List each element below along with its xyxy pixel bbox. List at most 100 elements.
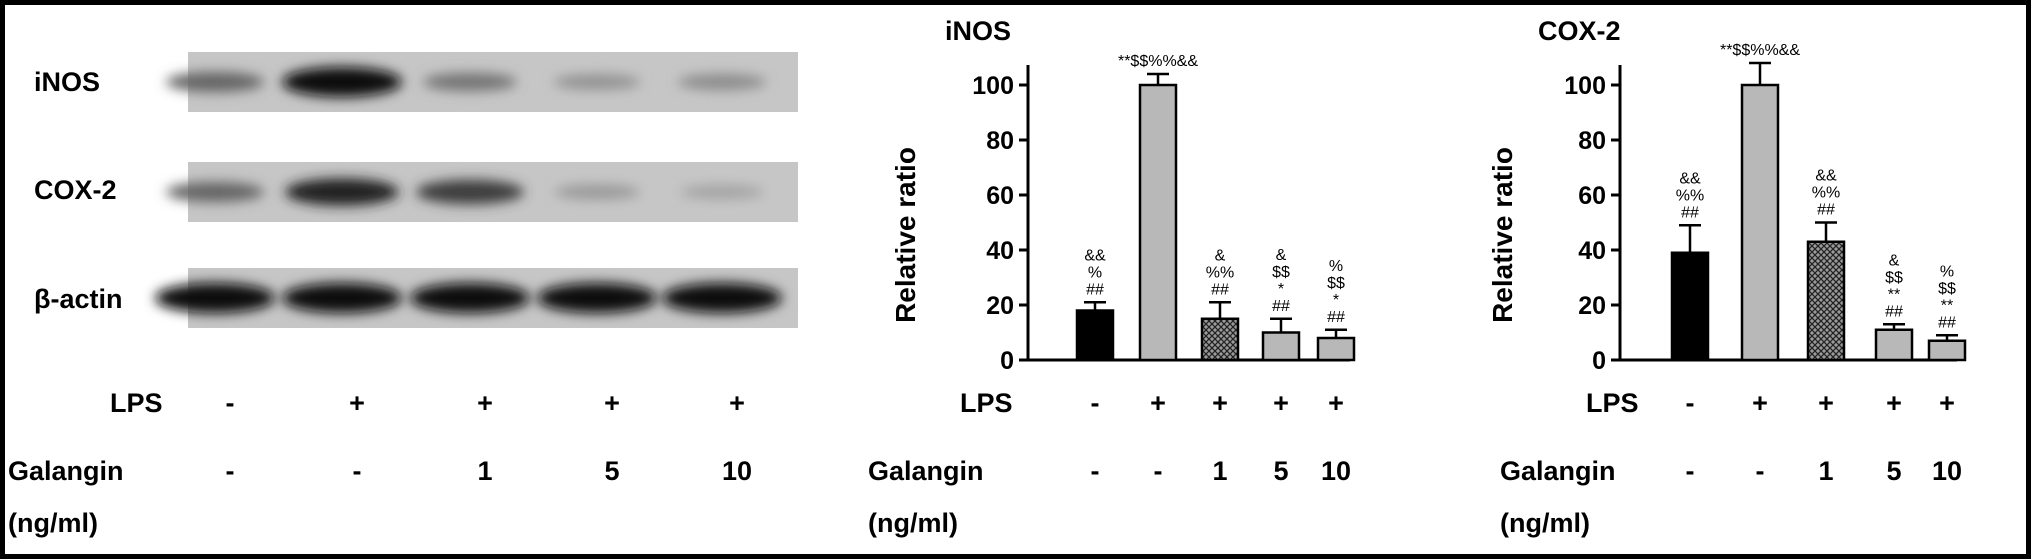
blot-strips xyxy=(155,52,798,328)
y-axis-title-cox2: Relative ratio xyxy=(1487,147,1518,323)
chart-title-cox2: COX-2 xyxy=(1538,16,1621,46)
significance-annotation: ** xyxy=(1888,286,1900,303)
blot-strip-beta-actin xyxy=(155,268,798,328)
figure-panel: iNOS COX-2 β-actin LPS - + + + + Galangin (n… xyxy=(5,5,2026,554)
y-tick-label: 100 xyxy=(1564,72,1606,100)
y-tick-label: 20 xyxy=(1578,292,1606,320)
galangin-value: 5 xyxy=(1886,456,1901,486)
cox2-bar-chart: COX-2 Relative ratio LPS Galangin (ng/ml… xyxy=(1487,16,1967,538)
significance-annotation: & xyxy=(1215,247,1226,264)
lps-sign: + xyxy=(1752,388,1768,418)
y-tick-label: 60 xyxy=(986,182,1014,210)
significance-annotation: **$$%%&& xyxy=(1118,53,1198,70)
blot-band-beta-actin-lane-3 xyxy=(410,283,530,313)
y-axis-title-inos: Relative ratio xyxy=(890,147,921,323)
blot-galangin-value: - xyxy=(353,456,362,486)
blot-galangin-value: 1 xyxy=(477,456,492,486)
lps-sign: + xyxy=(1818,388,1834,418)
significance-annotation: % xyxy=(1329,258,1343,275)
y-tick-label: 80 xyxy=(1578,127,1606,155)
western-blot-panel: iNOS COX-2 β-actin LPS - + + + + Galangin (n… xyxy=(8,52,798,538)
significance-annotation: ## xyxy=(1938,314,1956,331)
lps-label-inos: LPS xyxy=(960,388,1013,418)
galangin-value: 10 xyxy=(1932,456,1962,486)
galangin-label-inos: Galangin xyxy=(868,456,984,486)
inos-bar-chart: iNOS Relative ratio LPS Galangin (ng/ml)… xyxy=(868,16,1356,538)
y-tick-label: 40 xyxy=(986,237,1014,265)
blot-band-inos-lane-5 xyxy=(677,74,767,90)
significance-annotation: % xyxy=(1088,264,1102,281)
bar xyxy=(1874,328,1914,362)
significance-annotation: ## xyxy=(1681,204,1699,221)
significance-annotation: $$ xyxy=(1885,269,1903,286)
blot-band-cox2-lane-2 xyxy=(285,178,399,206)
significance-annotation: %% xyxy=(1812,185,1840,202)
galangin-label-cox2: Galangin xyxy=(1500,456,1616,486)
blot-galangin-unit: (ng/ml) xyxy=(8,508,98,538)
lps-sign: - xyxy=(1091,388,1100,418)
blot-lps-signs: - + + + + xyxy=(226,388,745,418)
galangin-value: - xyxy=(1154,456,1163,486)
y-tick-label: 40 xyxy=(1578,237,1606,265)
blot-strip-cox2 xyxy=(166,162,798,222)
lps-sign: + xyxy=(1939,388,1955,418)
blot-lps-sign: + xyxy=(349,388,365,418)
lps-label-cox2: LPS xyxy=(1586,388,1639,418)
galangin-value: - xyxy=(1091,456,1100,486)
blot-row-label-inos: iNOS xyxy=(34,67,100,97)
y-tick-label: 60 xyxy=(1578,182,1606,210)
significance-annotation: ## xyxy=(1885,303,1903,320)
blot-band-beta-actin-lane-5 xyxy=(662,283,782,313)
lps-sign: + xyxy=(1886,388,1902,418)
significance-annotation: $$ xyxy=(1272,264,1290,281)
lps-sign: + xyxy=(1273,388,1289,418)
lps-sign: + xyxy=(1150,388,1166,418)
significance-annotation: **$$%%&& xyxy=(1720,42,1800,59)
blot-lps-sign: - xyxy=(226,388,235,418)
blot-band-beta-actin-lane-4 xyxy=(537,283,657,313)
blot-lps-sign: + xyxy=(604,388,620,418)
blot-band-inos-lane-2 xyxy=(282,67,402,97)
y-tick-label: 100 xyxy=(972,72,1014,100)
blot-lps-sign: + xyxy=(477,388,493,418)
figure-svg: iNOS COX-2 β-actin LPS - + + + + Galangin (n… xyxy=(8,16,1967,538)
blot-band-inos-lane-1 xyxy=(166,71,264,93)
galangin-value: - xyxy=(1756,456,1765,486)
significance-annotation: ## xyxy=(1211,281,1229,298)
chart-title-inos: iNOS xyxy=(945,16,1011,46)
significance-annotation: & xyxy=(1889,252,1900,269)
bar xyxy=(1261,331,1301,362)
blot-band-inos-lane-3 xyxy=(423,72,517,92)
bar xyxy=(1316,336,1356,362)
galangin-unit-cox2: (ng/ml) xyxy=(1500,508,1590,538)
significance-annotation: ## xyxy=(1086,281,1104,298)
significance-annotation: * xyxy=(1333,292,1339,309)
blot-band-cox2-lane-1 xyxy=(166,181,264,203)
significance-annotation: ** xyxy=(1941,297,1953,314)
blot-band-inos-lane-4 xyxy=(553,74,641,90)
significance-annotation: && xyxy=(1679,170,1701,187)
significance-annotation: %% xyxy=(1676,187,1704,204)
y-tick-label: 0 xyxy=(1000,347,1014,375)
y-tick-label: 0 xyxy=(1592,347,1606,375)
significance-annotation: && xyxy=(1084,247,1106,264)
significance-annotation: * xyxy=(1278,281,1284,298)
lps-sign: + xyxy=(1328,388,1344,418)
significance-annotation: ## xyxy=(1327,309,1345,326)
galangin-value: 1 xyxy=(1818,456,1833,486)
blot-galangin-value: 5 xyxy=(604,456,619,486)
significance-annotation: % xyxy=(1940,263,1954,280)
blot-lps-sign: + xyxy=(729,388,745,418)
galangin-unit-inos: (ng/ml) xyxy=(868,508,958,538)
galangin-value: 5 xyxy=(1273,456,1288,486)
blot-lps-label: LPS xyxy=(110,388,163,418)
y-tick-label: 20 xyxy=(986,292,1014,320)
bar xyxy=(1200,317,1240,362)
bar xyxy=(1740,83,1780,362)
bar xyxy=(1806,240,1846,362)
galangin-value: 1 xyxy=(1212,456,1227,486)
significance-annotation: & xyxy=(1276,247,1287,264)
bar xyxy=(1138,83,1178,362)
bar xyxy=(1927,339,1967,362)
